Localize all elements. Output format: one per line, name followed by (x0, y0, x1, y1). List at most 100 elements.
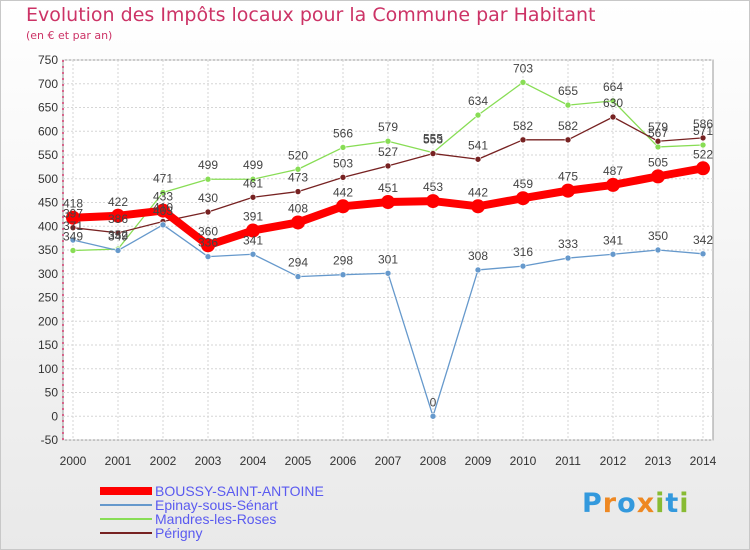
grid-layer (62, 59, 714, 441)
axis-layer: -50 0 50 100 150 200 250 300 350 400 450 500 550 600 6… (38, 53, 717, 468)
data-point (201, 238, 215, 253)
data-label: 582 (558, 119, 578, 133)
data-point (519, 79, 527, 86)
data-label: 566 (333, 126, 353, 140)
proxiti-logo: Proxiti (582, 488, 690, 519)
data-point (384, 162, 392, 170)
data-point (606, 177, 620, 192)
x-tick-label: 2007 (375, 454, 402, 468)
data-point (294, 188, 302, 195)
legend-swatch (100, 518, 152, 520)
x-tick-label: 2009 (465, 454, 492, 468)
x-tick-label: 2005 (285, 454, 312, 468)
y-tick-label: 50 (45, 386, 59, 400)
y-tick-label: 600 (38, 124, 58, 138)
data-point (699, 141, 707, 149)
x-tick-label: 2014 (690, 454, 717, 468)
data-point (384, 137, 392, 145)
data-label: 582 (513, 119, 533, 133)
y-tick-label: 350 (38, 243, 58, 257)
data-point (111, 208, 125, 223)
data-label: 433 (153, 190, 173, 204)
logo-letter: r (602, 488, 618, 519)
data-label: 586 (693, 117, 713, 131)
data-label: 703 (513, 61, 533, 75)
data-label: 341 (603, 233, 623, 247)
data-point (654, 143, 662, 151)
data-label: 453 (423, 180, 443, 194)
data-point (429, 150, 437, 157)
data-point (519, 136, 527, 144)
data-point (426, 194, 440, 209)
data-label: 397 (63, 207, 83, 221)
data-label: 461 (243, 176, 263, 190)
y-tick-label: 750 (38, 53, 58, 67)
data-label: 459 (513, 177, 533, 191)
data-label: 301 (378, 252, 398, 266)
data-point (561, 183, 575, 198)
data-label: 308 (468, 249, 488, 263)
data-label: 527 (378, 145, 398, 159)
data-point (654, 246, 662, 254)
data-label: 442 (468, 185, 488, 199)
data-label: 499 (243, 158, 263, 172)
x-tick-label: 2011 (555, 454, 581, 468)
data-point (249, 175, 257, 183)
data-label: 520 (288, 148, 308, 162)
legend-swatch (100, 487, 152, 495)
x-tick-label: 2008 (420, 454, 447, 468)
data-label: 316 (513, 245, 533, 259)
data-point (159, 221, 167, 229)
chart-title: Evolution des Impôts locaux pour la Comm… (26, 4, 596, 26)
x-tick-label: 2012 (600, 454, 627, 468)
data-label: 403 (153, 204, 173, 218)
data-point (204, 253, 212, 260)
chart-subtitle: (en € et par an) (26, 29, 113, 42)
data-point (336, 199, 350, 214)
data-point (699, 250, 707, 258)
data-label: 471 (153, 172, 173, 186)
data-label: 505 (648, 155, 668, 169)
data-label: 499 (198, 158, 218, 172)
data-point (249, 193, 257, 201)
data-point (204, 175, 212, 183)
y-tick-label: 0 (51, 409, 58, 423)
data-label: 553 (423, 133, 443, 147)
x-tick-label: 2001 (105, 454, 132, 468)
y-tick-label: 100 (38, 362, 58, 376)
data-point (516, 191, 530, 206)
data-point (696, 161, 710, 176)
data-label: 352 (108, 228, 128, 242)
data-label: 430 (198, 191, 218, 205)
data-point (339, 144, 347, 151)
data-point (564, 136, 572, 144)
data-label: 442 (333, 185, 353, 199)
data-label: 422 (108, 195, 128, 209)
data-point (609, 113, 617, 121)
data-label: 567 (648, 126, 668, 140)
x-tick-label: 2003 (195, 454, 222, 468)
data-label: 571 (693, 124, 713, 138)
x-tick-label: 2002 (150, 454, 177, 468)
data-point (564, 101, 572, 109)
legend-label: BOUSSY-SAINT-ANTOINE (155, 483, 324, 499)
data-label: 410 (153, 201, 173, 215)
data-point (429, 412, 437, 420)
data-point (474, 111, 482, 119)
data-point (339, 174, 347, 181)
data-label: 371 (63, 219, 83, 233)
data-point (471, 199, 485, 214)
y-tick-label: 650 (38, 101, 58, 115)
logo-letter: o (617, 488, 637, 519)
data-label: 408 (288, 201, 308, 215)
data-label: 336 (198, 236, 218, 250)
data-label: 349 (63, 229, 83, 243)
data-point (474, 266, 482, 274)
data-label: 475 (558, 170, 578, 184)
data-point (156, 203, 170, 218)
data-label: 473 (288, 171, 308, 185)
data-point (654, 137, 662, 145)
data-point (69, 236, 77, 244)
data-label: 0 (430, 395, 437, 409)
